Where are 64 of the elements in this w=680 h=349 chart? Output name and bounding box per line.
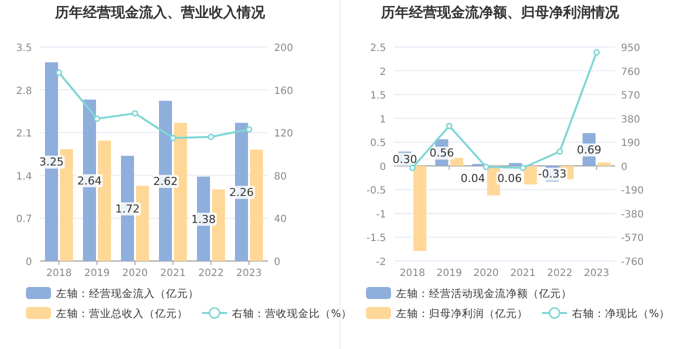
y2-tick-label: -380 (621, 209, 644, 220)
y-tick-label: -1.5 (366, 233, 386, 244)
data-label: 0.06 (497, 172, 522, 185)
y-tick-label: 2.8 (16, 86, 32, 97)
y2-tick-label: 160 (274, 86, 294, 97)
x-tick-label: 2020 (473, 268, 499, 279)
x-tick-label: 2021 (160, 268, 186, 279)
data-label: 2.26 (229, 186, 254, 199)
y-tick-label: 0.7 (16, 214, 32, 226)
y2-tick-label: 760 (621, 66, 640, 78)
data-label: 2.64 (77, 174, 102, 188)
data-label: 1.38 (191, 212, 216, 226)
data-label: 0.56 (430, 146, 454, 160)
y2-tick-label: -570 (621, 233, 644, 244)
x-tick-label: 2021 (510, 268, 536, 279)
legend-label: 左轴：经营现金流入（亿元） (56, 287, 199, 300)
y2-tick-label: 950 (621, 43, 640, 54)
legend-label: 右轴：营收现金比（%） (232, 307, 352, 320)
data-label: 3.25 (39, 156, 64, 169)
legend-label: 左轴：归母净利润（亿元） (396, 307, 528, 320)
data-label: 0.04 (460, 172, 486, 185)
legend-label: 左轴：营业总收入（亿元） (56, 307, 188, 320)
y2-tick-label: 190 (621, 138, 640, 150)
data-label: 0.69 (576, 143, 602, 156)
y2-tick-label: -190 (621, 186, 644, 197)
x-tick-label: 2018 (400, 268, 426, 279)
y2-tick-label: 380 (621, 114, 640, 126)
chart-title: 历年经营现金流入、营业收入情况 (54, 4, 266, 21)
y-tick-label: 2.1 (16, 128, 32, 140)
x-tick-label: 2020 (122, 268, 148, 279)
y-tick-label: 3.5 (16, 43, 32, 54)
y-tick-label: 0 (380, 162, 386, 173)
data-label: 2.62 (153, 174, 178, 188)
y-tick-label: 2.5 (370, 43, 386, 54)
y-tick-label: -1 (376, 209, 386, 220)
y2-tick-label: 200 (274, 43, 294, 54)
chart-title: 历年经营现金流净额、归母净利润情况 (380, 4, 620, 21)
y-tick-label: 1.4 (16, 171, 32, 182)
x-tick-label: 2023 (236, 268, 262, 279)
y-tick-label: 0 (26, 257, 32, 268)
y2-tick-label: 40 (274, 214, 287, 226)
y-tick-label: 1 (380, 114, 386, 126)
x-tick-label: 2022 (547, 268, 572, 279)
y2-tick-label: 0 (274, 257, 280, 268)
y-tick-label: 1.5 (370, 90, 386, 102)
y2-tick-label: 120 (274, 128, 294, 140)
legend-label: 左轴：经营活动现金流净额（亿元） (396, 287, 572, 300)
x-tick-label: 2019 (84, 268, 110, 279)
x-tick-label: 2019 (436, 268, 462, 279)
x-tick-label: 2023 (584, 268, 610, 279)
legend-label: 右轴：净现比（%） (572, 307, 670, 320)
y-tick-label: 2 (380, 66, 386, 78)
x-tick-label: 2018 (46, 268, 72, 279)
y2-tick-label: -760 (621, 257, 644, 268)
y-tick-label: -0.5 (366, 186, 386, 197)
data-label: 1.72 (115, 202, 140, 216)
y2-tick-label: 80 (274, 171, 287, 182)
data-label: -0.33 (538, 168, 566, 181)
y-tick-label: 0.5 (370, 138, 386, 150)
x-tick-label: 2022 (198, 268, 224, 279)
y2-tick-label: 0 (621, 162, 628, 173)
data-label: 0.30 (392, 152, 418, 166)
y-tick-label: -2 (376, 257, 386, 268)
y2-tick-label: 570 (621, 90, 640, 102)
